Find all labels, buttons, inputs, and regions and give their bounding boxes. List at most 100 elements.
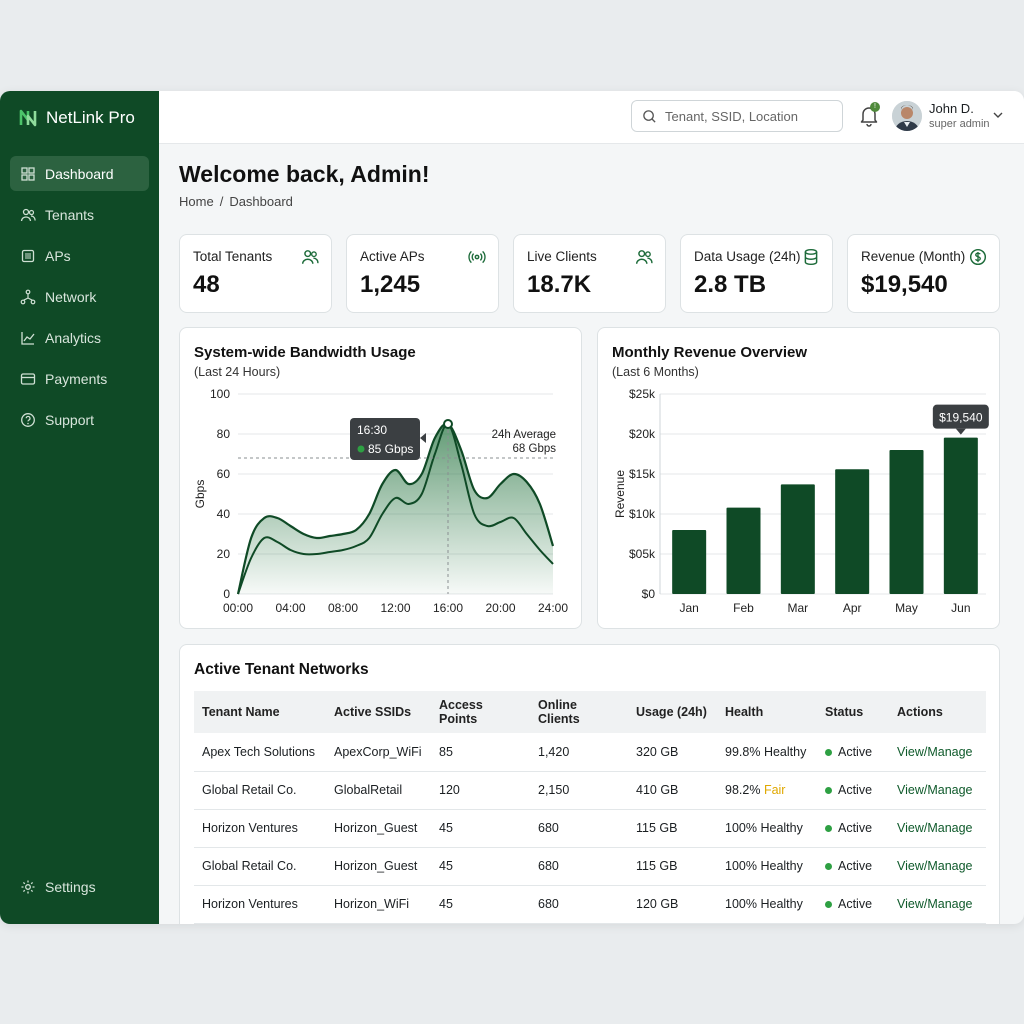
user-name[interactable]: John D.	[929, 101, 974, 116]
stat-label: Active APs	[360, 249, 425, 264]
health: 100% Healthy	[717, 809, 817, 848]
view-manage-link[interactable]: View/Manage	[897, 783, 973, 797]
table-row[interactable]: Global Retail Co. Horizon_Guest 45 680 115 G…	[194, 847, 986, 886]
access-points: 45	[431, 847, 530, 886]
actions: View/Manage	[889, 733, 986, 772]
status-dot-icon	[825, 901, 832, 909]
table-row[interactable]: Horizon Ventures Horizon_Guest 45 680 115 GB…	[194, 809, 986, 848]
table-row[interactable]: Global Retail Co. GlobalRetail 120 2,150 410…	[194, 771, 986, 810]
avatar[interactable]	[892, 101, 922, 131]
sidebar-item-tenants[interactable]: Tenants	[10, 197, 149, 232]
status-dot-icon	[825, 825, 832, 833]
sidebar-item-aps[interactable]: APs	[10, 238, 149, 273]
bar	[889, 450, 924, 594]
sidebar-item-support[interactable]: Support	[10, 402, 149, 437]
column-header[interactable]: Active SSIDs	[334, 705, 412, 719]
usage: 115 GB	[628, 809, 717, 848]
status-dot-icon	[825, 863, 832, 871]
y-tick-label: 20	[217, 547, 231, 561]
brand[interactable]: NetLink Pro	[0, 91, 159, 145]
actions: View/Manage	[889, 771, 986, 810]
view-manage-link[interactable]: View/Manage	[897, 859, 973, 873]
view-manage-link[interactable]: View/Manage	[897, 744, 973, 759]
status-label: Active	[838, 859, 873, 873]
table-row[interactable]: Horizon Ventures Horizon_WiFi 45 680 120 GB 1…	[194, 885, 986, 924]
health: 99.8% Healthy	[717, 733, 817, 772]
status-dot-icon	[825, 787, 832, 795]
column-header[interactable]: Access Points	[439, 698, 483, 726]
tenant-networks-card: Active Tenant Networks Tenant Name Active…	[179, 644, 1000, 924]
status: Active	[817, 847, 889, 886]
sidebar-item-label: Payments	[45, 370, 108, 387]
stat-label: Revenue (Month)	[861, 249, 966, 264]
chart-subtitle: (Last 6 Months)	[612, 365, 699, 379]
actions: View/Manage	[889, 847, 986, 886]
breadcrumb-home[interactable]: Home	[179, 194, 214, 209]
series-line	[236, 422, 555, 595]
search-box[interactable]	[631, 100, 843, 132]
sidebar-item-label: APs	[45, 247, 71, 264]
access-points: 45	[431, 885, 530, 924]
tooltip-value: $19,540	[939, 411, 983, 425]
card-icon	[20, 371, 36, 387]
peak-point	[443, 419, 453, 429]
ssid: ApexCorp_WiFi	[326, 733, 431, 772]
status: Active	[817, 733, 889, 772]
area-fill	[238, 423, 553, 594]
sidebar-item-network[interactable]: Network	[10, 279, 149, 314]
view-manage-link[interactable]: View/Manage	[897, 897, 973, 911]
sidebar-item-payments[interactable]: Payments	[10, 361, 149, 396]
stat-card[interactable]: Data Usage (24h) 2.8 TB	[680, 234, 833, 313]
search-icon	[643, 109, 656, 123]
stat-card[interactable]: Live Clients 18.7K	[513, 234, 666, 313]
health-label: Healthy	[763, 744, 807, 759]
gear-icon	[20, 879, 36, 895]
tooltip-pointer	[955, 428, 966, 435]
stat-card[interactable]: Total Tenants 48	[179, 234, 332, 313]
stat-card[interactable]: Active APs 1,245	[346, 234, 499, 313]
bar	[835, 469, 870, 594]
access-points: 45	[431, 809, 530, 848]
revenue-chart: $0 $05k $10k $15k $20k $25k Revenue Jan Feb Mar Ap…	[613, 387, 989, 615]
tooltip-time: 16:30	[357, 423, 387, 437]
column-header[interactable]: Status	[825, 705, 864, 719]
revenue-chart-card: Monthly Revenue Overview (Last 6 Months)…	[597, 327, 1000, 629]
ap-icon	[20, 248, 36, 264]
status: Active	[817, 809, 889, 848]
column-header[interactable]: Usage (24h)	[636, 705, 707, 719]
bandwidth-chart-card: System-wide Bandwidth Usage (Last 24 Hou…	[179, 327, 582, 629]
page-title: Welcome back, Admin!	[179, 161, 430, 187]
notification-badge: !	[870, 102, 880, 112]
stat-card[interactable]: Revenue (Month) $19,540	[847, 234, 1000, 313]
users-icon	[635, 248, 653, 266]
y-tick-label: $15k	[629, 467, 656, 481]
x-tick-label: Jun	[951, 601, 970, 615]
y-tick-label: 80	[217, 427, 231, 441]
column-header[interactable]: Online Clients	[538, 698, 580, 726]
view-manage-link[interactable]: View/Manage	[897, 821, 973, 835]
tooltip-pointer	[420, 433, 426, 443]
health-label: Healthy	[760, 821, 803, 835]
column-header[interactable]: Health	[725, 705, 764, 719]
dashboard-icon	[20, 166, 36, 182]
sidebar-item-settings[interactable]: Settings	[10, 869, 149, 904]
table-body: Apex Tech Solutions ApexCorp_WiFi 85 1,420 3…	[194, 733, 986, 924]
y-axis-label: Gbps	[193, 480, 207, 509]
tenant-name: Global Retail Co.	[194, 771, 326, 810]
sidebar-item-analytics[interactable]: Analytics	[10, 320, 149, 355]
chevron-down-icon[interactable]	[992, 109, 1004, 121]
column-header[interactable]: Actions	[897, 705, 943, 719]
stat-value: 1,245	[360, 271, 421, 298]
table-row[interactable]: Apex Tech Solutions ApexCorp_WiFi 85 1,420 3…	[194, 733, 986, 772]
health-value: 100%	[725, 859, 757, 873]
analytics-icon	[20, 330, 36, 346]
chart-title: Monthly Revenue Overview	[612, 344, 808, 361]
search-input[interactable]	[665, 108, 835, 124]
main-content: ! John D. super admin Welcome back, Admi…	[159, 91, 1024, 924]
tenant-table: Tenant Name Active SSIDs Access Points Onli…	[194, 691, 986, 924]
user-avatar-icon	[892, 101, 922, 131]
tenant-name: Horizon Ventures	[194, 809, 326, 848]
column-header[interactable]: Tenant Name	[202, 705, 280, 719]
sidebar-item-label: Dashboard	[45, 165, 114, 182]
sidebar-item-dashboard[interactable]: Dashboard	[10, 156, 149, 191]
